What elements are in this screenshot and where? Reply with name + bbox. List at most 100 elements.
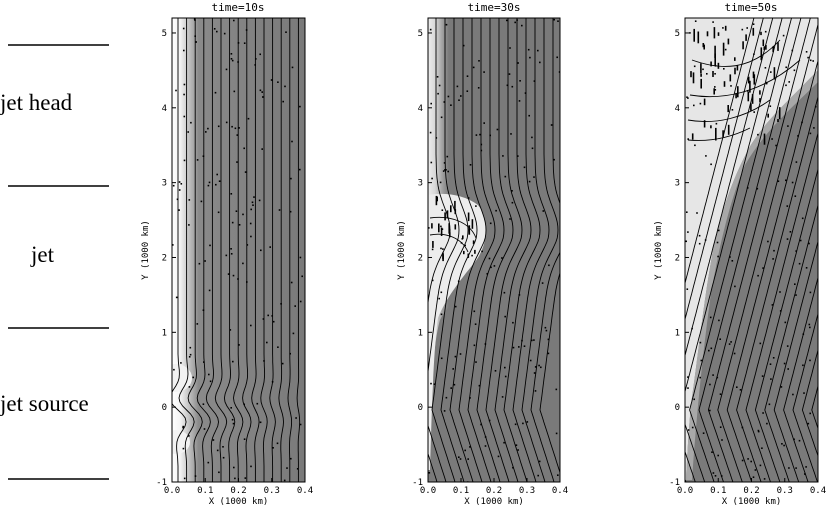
particle-dot <box>253 196 255 198</box>
particle-dot <box>483 122 485 124</box>
y-tick-label: 4 <box>162 104 167 114</box>
particle-dot <box>249 222 252 225</box>
particle-dot <box>807 56 809 59</box>
particle-dot <box>188 435 190 437</box>
particle-dot <box>202 309 205 311</box>
particle-dot <box>207 127 209 130</box>
particle-dot <box>717 454 719 457</box>
y-tick-label: -1 <box>669 478 680 488</box>
particle-dot <box>769 363 772 365</box>
particle-streak <box>736 65 739 71</box>
x-tick-label: 0.4 <box>297 486 313 496</box>
particle-dot <box>272 320 275 323</box>
particle-dot <box>229 329 232 331</box>
particle-streak <box>749 80 751 93</box>
particle-dot <box>430 102 432 105</box>
particle-dot <box>791 49 794 52</box>
particle-streak <box>463 250 465 255</box>
particle-dot <box>431 177 433 180</box>
particle-dot <box>719 426 722 428</box>
particle-dot <box>557 474 559 476</box>
y-tick-label: 0 <box>675 403 680 413</box>
field-line <box>476 18 514 482</box>
field-line <box>467 18 505 482</box>
particle-dot <box>214 91 217 94</box>
particle-dot <box>441 228 444 230</box>
field-line <box>717 22 818 482</box>
particle-dot <box>770 378 772 380</box>
particle-dot <box>291 140 293 143</box>
particle-dot <box>454 355 457 358</box>
particle-dot <box>694 20 697 22</box>
particle-streak <box>767 113 769 118</box>
particle-dot <box>533 372 536 374</box>
particle-dot <box>786 345 789 347</box>
particle-dot <box>237 42 240 44</box>
field-line <box>783 275 818 482</box>
region-label-jet: jet <box>30 242 55 267</box>
particle-dot <box>200 200 203 203</box>
particle-dot <box>183 49 185 52</box>
particle-dot <box>514 423 517 426</box>
particle-streak <box>724 25 727 31</box>
particle-dot <box>761 447 763 449</box>
particle-dot <box>234 127 237 130</box>
particle-dot <box>299 168 301 171</box>
particle-dot <box>243 147 245 150</box>
particle-dot <box>511 85 514 88</box>
particle-dot <box>805 267 808 269</box>
particle-dot <box>194 35 196 37</box>
particle-streak <box>700 78 702 89</box>
particle-dot <box>250 235 252 238</box>
particle-dot <box>484 343 487 345</box>
particle-dot <box>528 114 530 117</box>
particle-dot <box>299 105 301 108</box>
particle-dot <box>700 359 703 362</box>
y-tick-label: 5 <box>675 29 680 39</box>
particle-dot <box>780 386 783 388</box>
particle-dot <box>804 473 806 475</box>
y-tick-label: -1 <box>156 478 167 488</box>
particle-dot <box>803 392 805 394</box>
particle-dot <box>522 422 524 425</box>
particle-dot <box>216 173 218 176</box>
y-tick-label: 4 <box>418 104 423 114</box>
particle-dot <box>691 327 693 330</box>
particle-dot <box>717 229 720 232</box>
particle-dot <box>801 217 804 220</box>
particle-dot <box>545 329 548 332</box>
particle-dot <box>712 472 715 474</box>
particle-dot <box>781 443 783 445</box>
field-line <box>178 18 195 482</box>
particle-dot <box>172 184 175 187</box>
particle-dot <box>798 439 801 442</box>
particle-dot <box>739 389 742 391</box>
particle-dot <box>731 260 734 262</box>
particle-dot <box>436 76 439 78</box>
particle-dot <box>252 204 254 206</box>
particle-dot <box>533 80 536 82</box>
particle-dot <box>183 83 186 86</box>
particle-streak <box>474 249 476 254</box>
particle-dot <box>772 357 775 359</box>
particle-dot <box>547 352 550 355</box>
particle-dot <box>450 104 452 106</box>
particle-streak <box>703 98 706 106</box>
particle-dot <box>766 81 768 84</box>
particle-dot <box>691 426 694 429</box>
particle-dot <box>783 444 785 447</box>
particle-dot <box>243 42 246 44</box>
particle-dot <box>299 300 302 303</box>
particle-streak <box>745 34 747 41</box>
x-tick-label: 0.1 <box>710 486 726 496</box>
particle-dot <box>486 273 489 275</box>
contour-line <box>429 233 469 253</box>
particle-dot <box>256 402 259 405</box>
particle-streak <box>760 31 762 36</box>
particle-dot <box>217 125 220 128</box>
particle-dot <box>244 171 247 173</box>
particle-dot <box>233 19 235 22</box>
particle-dot <box>204 260 206 262</box>
particle-dot <box>269 246 271 248</box>
field-line <box>503 18 541 482</box>
